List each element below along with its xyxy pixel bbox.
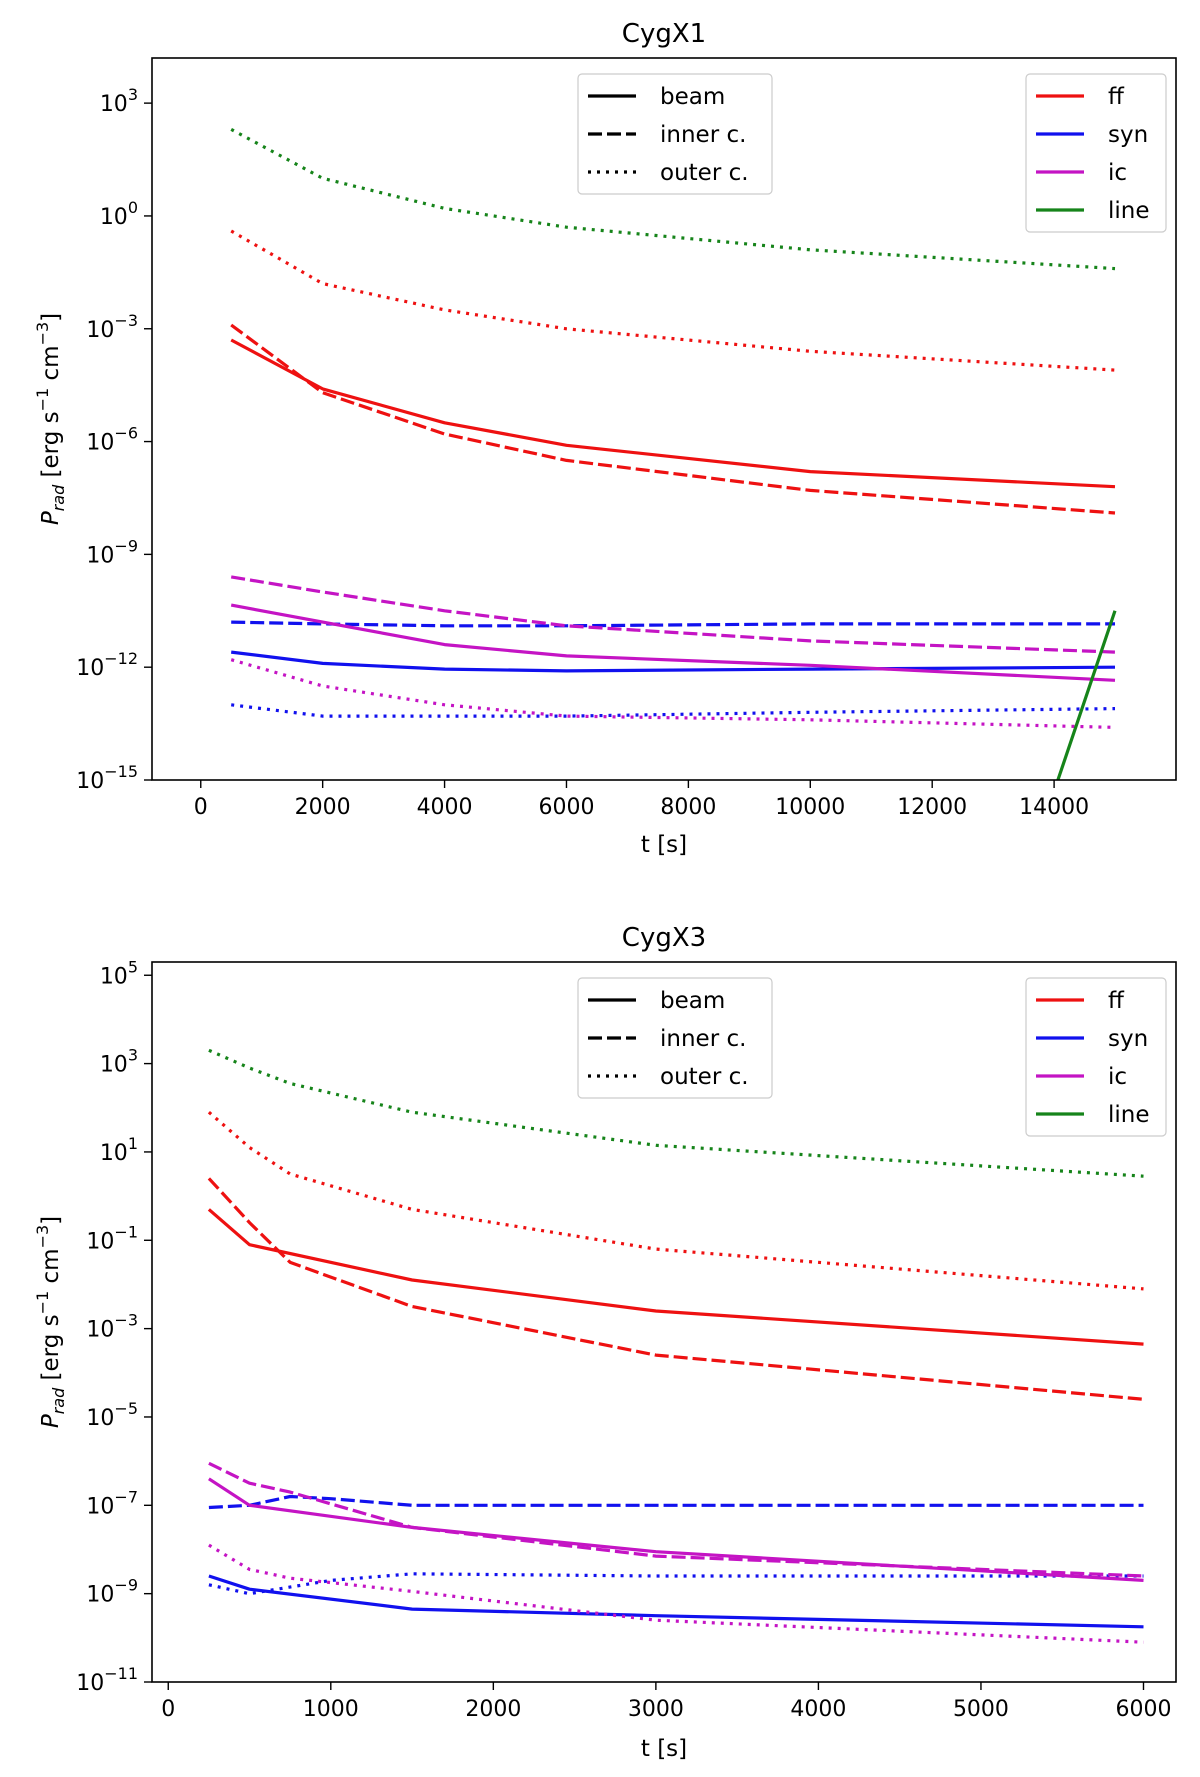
- x-tick-label: 3000: [628, 1697, 684, 1722]
- y-axis-label: Prad [erg s−1 cm−3]: [33, 1216, 68, 1428]
- chart-panel-1: CygX1 0 2000 4000 6000 8000 10000 12000 14000 10−…: [33, 19, 1177, 858]
- chart-title: CygX3: [622, 923, 706, 953]
- chart-panel-2: CygX3 0 1000 2000 3000 4000 5000 6000 10−11 10−9 1…: [33, 923, 1177, 1762]
- series-line-ff-beam: [207, 1208, 1144, 1346]
- y-tick-label: 10−15: [76, 762, 138, 794]
- series-line-ff-outer-c-: [207, 1110, 1144, 1291]
- y-tick-label: 105: [100, 957, 138, 989]
- y-axis-label: Prad [erg s−1 cm−3]: [33, 313, 68, 525]
- y-tick-label: 10−3: [86, 1311, 138, 1343]
- series-line-syn-inner-c-: [208, 1494, 1144, 1510]
- legend-label: inner c.: [660, 1026, 746, 1052]
- legend-label: beam: [660, 84, 725, 110]
- x-tick-label: 2000: [295, 795, 351, 820]
- y-tick-label: 10−12: [76, 649, 138, 681]
- series-line-line-outer-c-: [208, 1048, 1144, 1178]
- series-line-syn-outer-c-: [231, 703, 1116, 718]
- chart-title: CygX1: [622, 19, 706, 49]
- series-line-syn-outer-c-: [208, 1572, 1144, 1596]
- y-tick-label: 10−5: [86, 1399, 138, 1431]
- y-tick-label: 10−9: [86, 1576, 138, 1608]
- legend-processes: ff syn ic line: [1025, 977, 1167, 1137]
- x-tick-label: 5000: [953, 1697, 1009, 1722]
- legend-label: inner c.: [660, 122, 746, 148]
- y-tick-label: 100: [100, 198, 138, 230]
- x-axis-label: t [s]: [641, 832, 687, 858]
- series-line-syn-inner-c-: [231, 620, 1115, 628]
- x-tick-label: 2000: [465, 1697, 521, 1722]
- legend-label: ic: [1108, 160, 1127, 186]
- y-tick-label: 10−6: [86, 424, 138, 456]
- series-line-syn-beam: [208, 1574, 1144, 1629]
- legend-processes: ff syn ic line: [1025, 73, 1167, 233]
- x-axis-label: t [s]: [641, 1736, 687, 1762]
- plot-area: [230, 127, 1117, 780]
- x-tick-label: 0: [194, 795, 208, 820]
- legend-label: beam: [660, 988, 725, 1014]
- y-tick-label: 10−11: [76, 1664, 138, 1696]
- y-tick-label: 101: [100, 1134, 138, 1166]
- series-line-line-beam: [1056, 610, 1117, 780]
- legend-label: line: [1108, 1102, 1150, 1128]
- y-tick-label: 10−7: [86, 1487, 138, 1519]
- x-tick-label: 0: [161, 1697, 175, 1722]
- x-tick-label: 14000: [1019, 795, 1089, 820]
- series-line-ff-beam: [230, 338, 1116, 489]
- legend-label: syn: [1108, 122, 1148, 148]
- legend-label: ic: [1108, 1064, 1127, 1090]
- series-line-ic-inner-c-: [208, 1461, 1144, 1578]
- y-tick-label: 103: [100, 1046, 138, 1078]
- series-line-ff-inner-c-: [207, 1177, 1144, 1401]
- plot-area: [207, 1048, 1144, 1644]
- series-line-ic-beam: [230, 603, 1116, 682]
- legend-label: ff: [1108, 84, 1125, 110]
- legend-label: line: [1108, 198, 1150, 224]
- x-tick-label: 4000: [790, 1697, 846, 1722]
- legend-label: syn: [1108, 1026, 1148, 1052]
- x-tick-label: 8000: [660, 795, 716, 820]
- series-line-ff-outer-c-: [230, 229, 1116, 372]
- series-line-ic-inner-c-: [230, 575, 1116, 654]
- x-tick-label: 12000: [897, 795, 967, 820]
- legend-line-styles: beam inner c. outer c.: [577, 977, 773, 1099]
- series-line-ff-inner-c-: [230, 323, 1116, 515]
- y-tick-label: 10−9: [86, 536, 138, 568]
- x-tick-label: 4000: [417, 795, 473, 820]
- legend-label: outer c.: [660, 160, 749, 186]
- series-line-ic-outer-c-: [230, 658, 1116, 729]
- y-tick-label: 103: [100, 85, 138, 117]
- y-tick-label: 10−3: [86, 311, 138, 343]
- x-tick-label: 1000: [303, 1697, 359, 1722]
- series-line-line-outer-c-: [230, 127, 1116, 271]
- legend-label: ff: [1108, 988, 1125, 1014]
- x-tick-label: 6000: [538, 795, 594, 820]
- axes-frame: [151, 961, 1177, 1683]
- legend-label: outer c.: [660, 1064, 749, 1090]
- legend-line-styles: beam inner c. outer c.: [577, 73, 773, 195]
- y-tick-label: 10−1: [86, 1222, 138, 1254]
- series-line-ic-outer-c-: [208, 1543, 1144, 1644]
- x-tick-label: 10000: [775, 795, 845, 820]
- axes-frame: [151, 57, 1177, 781]
- series-line-ic-beam: [208, 1477, 1144, 1582]
- x-tick-label: 6000: [1115, 1697, 1171, 1722]
